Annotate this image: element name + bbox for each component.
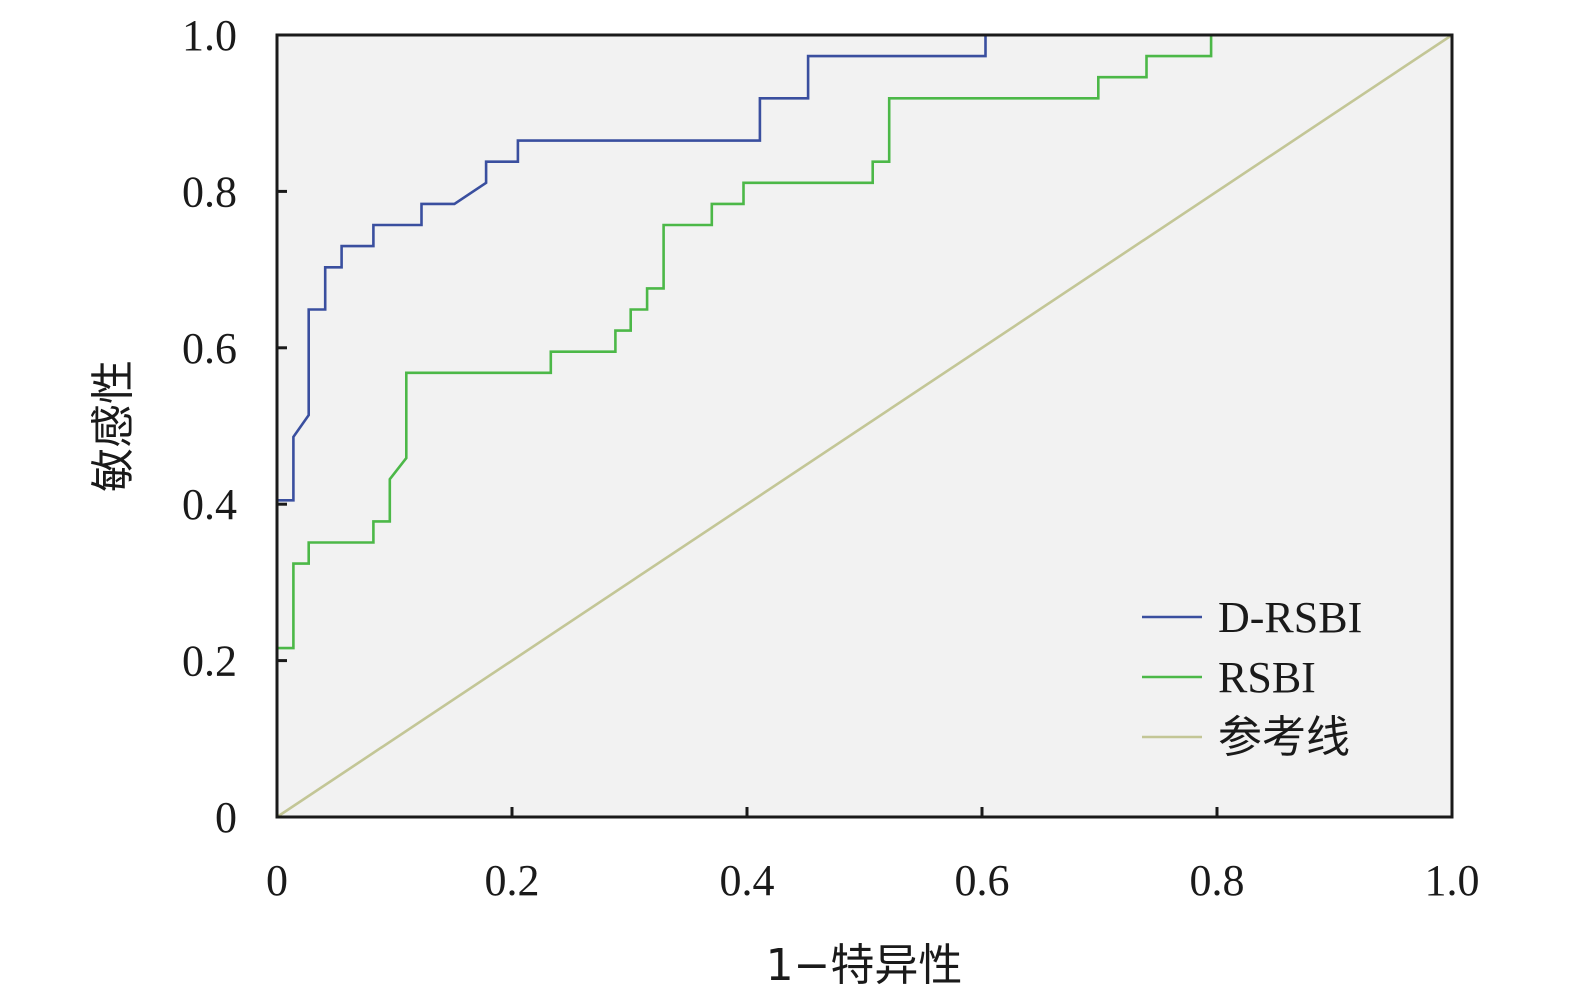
x-axis-title: 1−特异性 [766,940,963,991]
x-tick-label: 0.6 [955,856,1010,905]
x-tick-label: 0 [266,856,288,905]
series-line-3 [276,33,1453,819]
y-tick-label: 0.2 [182,637,237,686]
y-axis-title: 敏感性 [88,360,139,492]
x-axis: 0 0.2 0.4 0.6 0.8 1.0 [266,807,1480,905]
legend: D-RSBI RSBI 参考线 [1142,593,1362,762]
y-tick-label: 0.8 [182,167,237,216]
y-tick-label: 0.4 [182,480,237,529]
series-lines [276,33,1453,819]
x-tick-label: 0.4 [720,856,775,905]
y-axis: 0 0.2 0.4 0.6 0.8 1.0 [182,11,287,842]
legend-label: D-RSBI [1218,593,1362,642]
y-tick-label: 0 [215,793,237,842]
x-tick-label: 1.0 [1425,856,1480,905]
series-line-2 [277,35,1213,650]
y-tick-label: 1.0 [182,11,237,60]
legend-label: RSBI [1218,653,1316,702]
x-tick-label: 0.2 [485,856,540,905]
y-tick-label: 0.6 [182,324,237,373]
series-line-1 [277,35,987,502]
x-tick-label: 0.8 [1190,856,1245,905]
plot-area-frame [275,33,1454,819]
legend-label: 参考线 [1218,713,1350,762]
